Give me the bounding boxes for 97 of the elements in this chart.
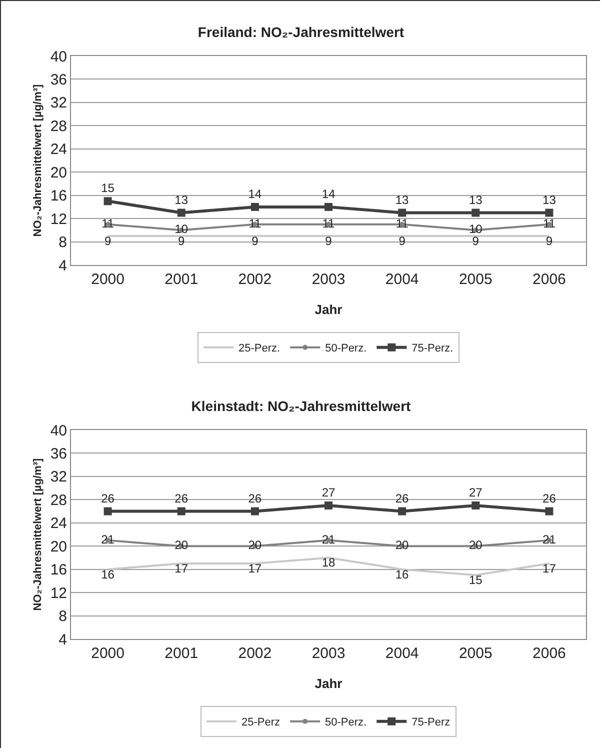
data-label: 20 xyxy=(174,538,188,552)
x-tick-label: 2004 xyxy=(385,271,419,288)
y-tick-label: 28 xyxy=(50,118,67,135)
point xyxy=(250,507,259,516)
y-tick-label: 8 xyxy=(58,608,67,626)
data-label: 9 xyxy=(104,234,112,248)
y-tick-label: 24 xyxy=(50,515,67,532)
chart-title: Kleinstadt: NO₂-Jahresmittelwert xyxy=(191,398,412,414)
data-label: 17 xyxy=(174,562,188,576)
point xyxy=(472,208,480,217)
x-tick-label: 2000 xyxy=(91,645,124,662)
y-axis-title: NO₂-Jahresmittelwert [µg/m³] xyxy=(32,458,44,611)
y-tick-label: 36 xyxy=(50,445,67,462)
data-label: 9 xyxy=(546,234,553,248)
y-tick-label: 4 xyxy=(58,631,67,648)
x-axis-title: Jahr xyxy=(314,676,342,691)
data-label: 17 xyxy=(248,562,262,576)
data-label: 14 xyxy=(248,186,262,201)
data-label: 11 xyxy=(396,216,409,230)
y-tick-label: 40 xyxy=(50,422,67,440)
data-label: 18 xyxy=(322,556,336,570)
legend-label: 50-Perz. xyxy=(325,342,367,355)
data-label: 13 xyxy=(542,192,556,207)
data-label: 9 xyxy=(178,234,186,248)
data-label: 27 xyxy=(468,485,483,500)
y-tick-label: 28 xyxy=(50,492,67,509)
data-label: 26 xyxy=(248,491,262,506)
y-axis-title: NO₂-Jahresmittelwert [µg/m³] xyxy=(32,84,44,237)
point xyxy=(250,202,259,211)
x-tick-label: 2001 xyxy=(164,645,198,662)
x-tick-label: 2002 xyxy=(238,645,272,662)
data-label: 26 xyxy=(174,491,188,506)
y-tick-label: 40 xyxy=(50,48,67,66)
x-tick-label: 2002 xyxy=(238,271,272,288)
x-axis-title: Jahr xyxy=(314,302,342,317)
data-label: 15 xyxy=(468,573,483,588)
y-tick-label: 12 xyxy=(50,210,67,228)
x-tick-label: 2003 xyxy=(312,271,346,288)
data-label: 9 xyxy=(398,234,406,248)
data-label: 11 xyxy=(322,216,336,230)
data-label: 26 xyxy=(101,491,115,506)
y-tick-label: 16 xyxy=(50,562,67,579)
point xyxy=(545,507,554,516)
y-tick-label: 8 xyxy=(58,234,67,252)
point xyxy=(398,208,406,217)
point xyxy=(104,197,112,206)
legend-label: 25-Perz. xyxy=(238,342,280,355)
legend-label: 25-Perz xyxy=(242,716,280,729)
point xyxy=(177,507,186,516)
data-label: 10 xyxy=(468,222,483,236)
data-label: 15 xyxy=(101,181,115,196)
y-tick-label: 12 xyxy=(50,584,67,602)
data-label: 13 xyxy=(468,192,483,207)
data-label: 20 xyxy=(468,538,483,552)
y-tick-label: 32 xyxy=(50,94,67,112)
legend-label: 50-Perz. xyxy=(325,716,367,729)
y-tick-label: 36 xyxy=(50,71,67,88)
point xyxy=(104,507,112,516)
y-tick-label: 20 xyxy=(50,164,67,182)
chart-title: Freiland: NO₂-Jahresmittelwert xyxy=(198,24,404,40)
legend-label: 75-Perz xyxy=(412,716,450,729)
data-label: 14 xyxy=(322,186,336,201)
data-label: 20 xyxy=(395,538,410,552)
x-tick-label: 2006 xyxy=(532,645,566,662)
data-label: 10 xyxy=(174,222,188,236)
data-label: 26 xyxy=(395,491,410,506)
data-label: 11 xyxy=(248,216,262,230)
data-label: 16 xyxy=(101,567,115,582)
x-tick-label: 2003 xyxy=(312,645,346,662)
point xyxy=(324,501,332,510)
x-tick-label: 2005 xyxy=(458,271,492,288)
point xyxy=(398,507,406,516)
data-label: 17 xyxy=(542,562,556,576)
data-label: 27 xyxy=(322,485,336,500)
point xyxy=(545,208,554,217)
point xyxy=(472,501,480,510)
legend-label: 75-Perz. xyxy=(412,342,454,355)
data-label: 9 xyxy=(325,234,332,248)
data-label: 16 xyxy=(395,567,410,582)
data-label: 13 xyxy=(395,192,410,207)
y-tick-label: 4 xyxy=(58,257,67,274)
y-tick-label: 20 xyxy=(50,538,67,556)
x-tick-label: 2005 xyxy=(458,645,492,662)
data-label: 26 xyxy=(542,491,556,506)
data-label: 20 xyxy=(248,538,262,552)
x-tick-label: 2004 xyxy=(385,645,419,662)
data-label: 9 xyxy=(472,234,480,248)
data-label: 9 xyxy=(252,234,259,248)
y-tick-label: 32 xyxy=(50,468,67,486)
y-tick-label: 24 xyxy=(50,141,67,158)
x-tick-label: 2000 xyxy=(91,271,124,288)
x-tick-label: 2001 xyxy=(164,271,198,288)
y-tick-label: 16 xyxy=(50,188,67,205)
x-tick-label: 2006 xyxy=(532,271,566,288)
point xyxy=(324,202,332,211)
data-label: 13 xyxy=(174,192,188,207)
point xyxy=(177,208,186,217)
